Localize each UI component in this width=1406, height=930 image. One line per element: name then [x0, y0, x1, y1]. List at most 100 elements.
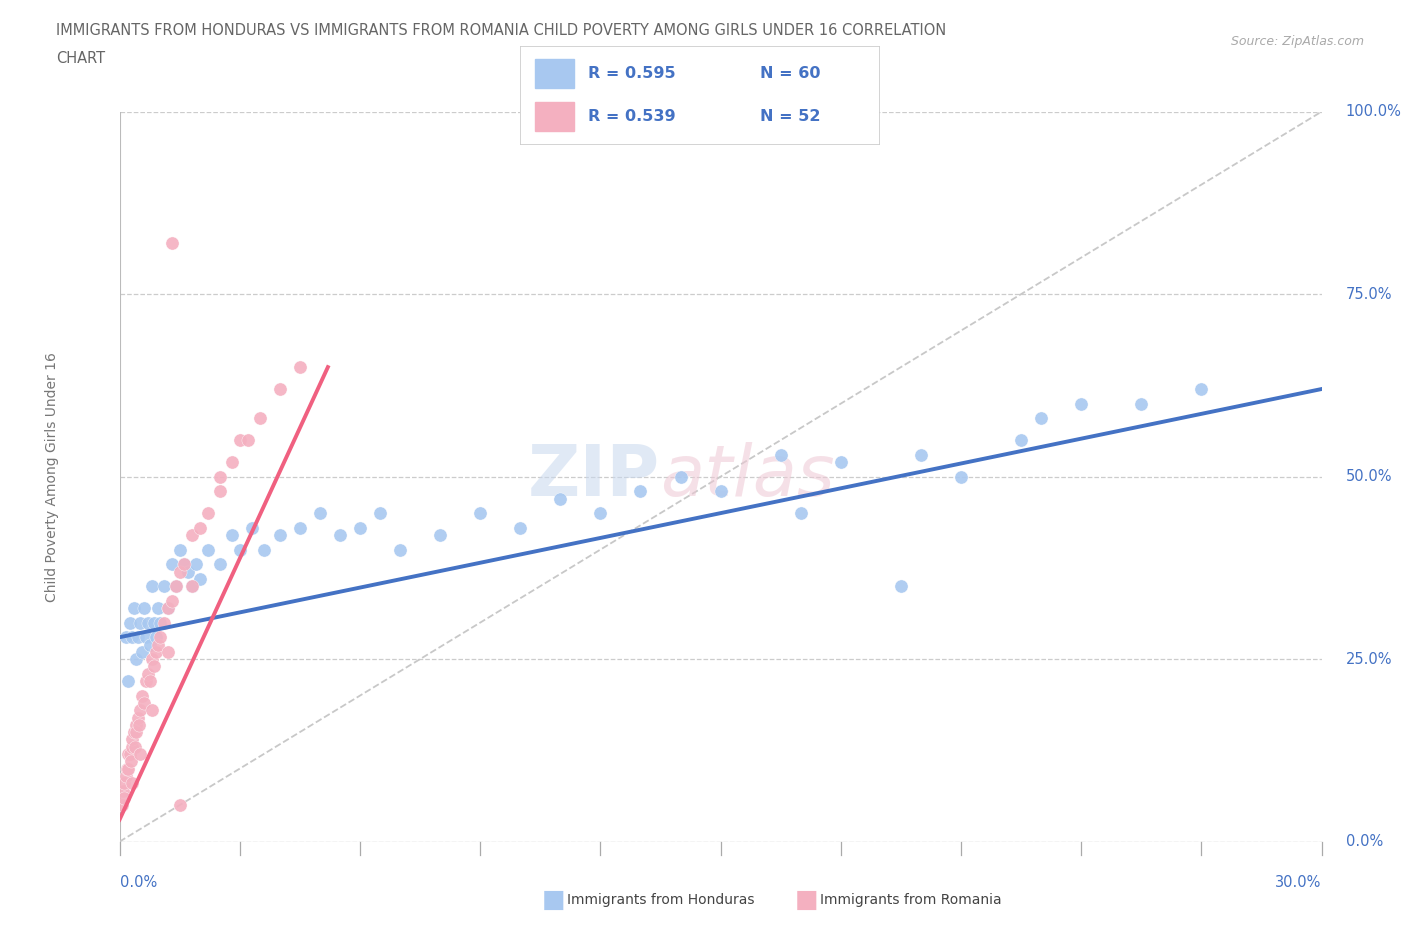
Point — [114, 768, 136, 783]
Point — [131, 688, 153, 703]
Point — [228, 542, 252, 557]
Point — [368, 506, 391, 521]
Point — [790, 506, 813, 521]
Point — [176, 565, 198, 579]
Point — [124, 739, 146, 754]
Text: N = 60: N = 60 — [761, 66, 821, 81]
Point — [152, 578, 174, 593]
Point — [135, 630, 157, 644]
Point — [769, 447, 792, 462]
Point — [669, 469, 692, 484]
Point — [240, 520, 263, 535]
Point — [169, 542, 191, 557]
Point — [136, 616, 159, 631]
Point — [1070, 396, 1092, 411]
Point — [121, 630, 143, 644]
Point — [112, 776, 135, 790]
Point — [132, 601, 155, 616]
Point — [910, 447, 932, 462]
Point — [149, 630, 172, 644]
Point — [121, 739, 143, 754]
Text: R = 0.539: R = 0.539 — [588, 110, 676, 125]
Point — [165, 578, 187, 593]
Text: Source: ZipAtlas.com: Source: ZipAtlas.com — [1230, 35, 1364, 48]
Point — [128, 703, 150, 718]
Text: ■: ■ — [541, 888, 565, 912]
Text: ZIP: ZIP — [529, 442, 661, 512]
Point — [160, 235, 183, 250]
Text: Immigrants from Honduras: Immigrants from Honduras — [567, 893, 754, 908]
Point — [142, 616, 165, 631]
Point — [630, 484, 652, 498]
Point — [156, 601, 179, 616]
Point — [127, 711, 149, 725]
Text: N = 52: N = 52 — [761, 110, 821, 125]
Point — [156, 601, 179, 616]
Point — [169, 565, 191, 579]
Point — [173, 557, 195, 572]
Point — [165, 578, 187, 593]
Point — [127, 630, 149, 644]
Point — [180, 578, 202, 593]
Point — [160, 593, 183, 608]
Point — [141, 578, 163, 593]
Point — [110, 798, 132, 813]
Bar — [534, 102, 574, 131]
Point — [145, 644, 167, 659]
Point — [141, 703, 163, 718]
Point — [388, 542, 411, 557]
Point — [269, 381, 291, 396]
Bar — [534, 60, 574, 88]
Point — [122, 724, 145, 739]
Text: 30.0%: 30.0% — [1275, 874, 1322, 889]
Point — [589, 506, 612, 521]
Text: 50.0%: 50.0% — [1346, 469, 1392, 485]
Point — [184, 557, 207, 572]
Point — [124, 652, 146, 667]
Point — [890, 578, 912, 593]
Point — [146, 637, 169, 652]
Text: 0.0%: 0.0% — [1346, 834, 1384, 849]
Point — [142, 659, 165, 674]
Point — [131, 644, 153, 659]
Text: R = 0.595: R = 0.595 — [588, 66, 676, 81]
Point — [124, 717, 146, 732]
Point — [197, 506, 219, 521]
Text: 75.0%: 75.0% — [1346, 286, 1392, 301]
Point — [118, 616, 141, 631]
Point — [470, 506, 492, 521]
Point — [548, 491, 571, 506]
Point — [156, 644, 179, 659]
Point — [429, 527, 451, 542]
Point — [138, 673, 160, 688]
Point — [208, 557, 231, 572]
Point — [228, 432, 252, 447]
Point — [236, 432, 259, 447]
Point — [1029, 411, 1052, 426]
Text: IMMIGRANTS FROM HONDURAS VS IMMIGRANTS FROM ROMANIA CHILD POVERTY AMONG GIRLS UN: IMMIGRANTS FROM HONDURAS VS IMMIGRANTS F… — [56, 23, 946, 38]
Point — [152, 616, 174, 631]
Point — [1130, 396, 1153, 411]
Point — [125, 724, 148, 739]
Text: 25.0%: 25.0% — [1346, 652, 1392, 667]
Point — [288, 360, 311, 375]
Point — [111, 783, 134, 798]
Point — [269, 527, 291, 542]
Point — [709, 484, 731, 498]
Point — [208, 484, 231, 498]
Point — [145, 630, 167, 644]
Text: 100.0%: 100.0% — [1346, 104, 1402, 119]
Point — [221, 527, 243, 542]
Point — [180, 578, 202, 593]
Point — [128, 747, 150, 762]
Point — [121, 776, 143, 790]
Point — [118, 747, 141, 762]
Point — [1010, 432, 1032, 447]
Point — [349, 520, 371, 535]
Point — [288, 520, 311, 535]
Point — [309, 506, 332, 521]
Point — [253, 542, 276, 557]
Point — [120, 754, 142, 769]
Point — [169, 798, 191, 813]
Point — [132, 696, 155, 711]
